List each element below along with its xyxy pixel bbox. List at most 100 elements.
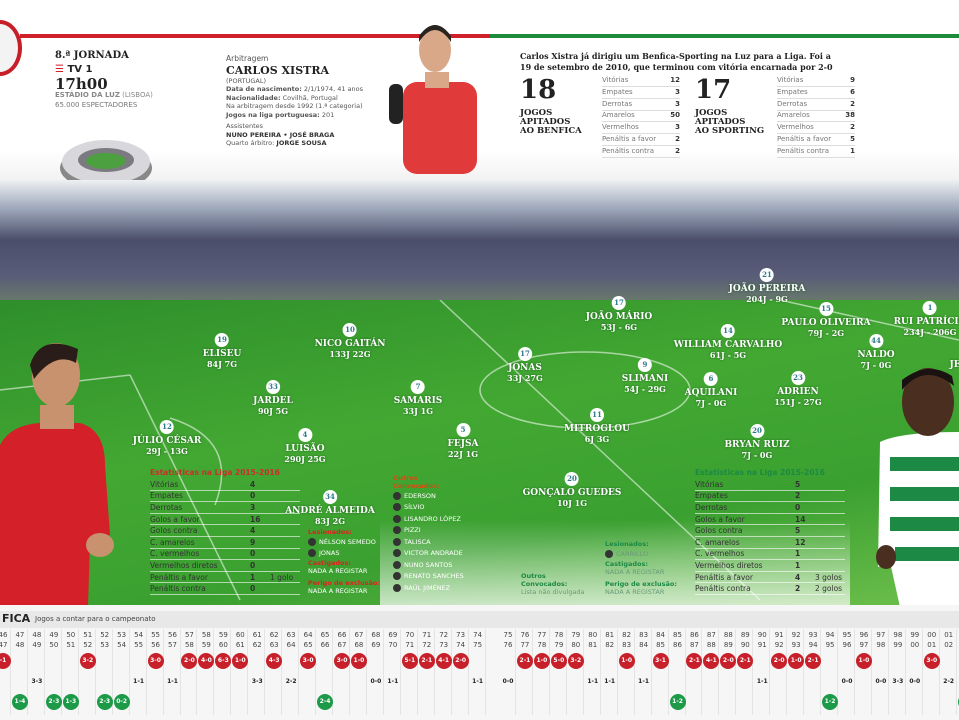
- season-end: 84: [639, 641, 649, 649]
- ref-games-label: APITADOS: [520, 117, 571, 127]
- risk-label: Perigo de exclusão:: [605, 579, 677, 588]
- season-start: 91: [774, 631, 784, 639]
- season-label: 85 86: [673, 630, 682, 650]
- season-label: 76 77: [520, 630, 529, 650]
- player-stats: 7J - 0G: [860, 360, 892, 370]
- season-column: [619, 629, 635, 715]
- player-name: SAMARIS: [393, 396, 443, 406]
- stat-value: 14: [795, 514, 806, 524]
- season-end: 96: [842, 641, 852, 649]
- stat-note: 1 golo: [270, 572, 294, 582]
- kickoff-time: 17h00: [55, 75, 108, 93]
- season-start: 69: [388, 631, 398, 639]
- ref-stat-row: Vitórias 12: [602, 76, 680, 87]
- ref-stat-row: Vermelhos 3: [602, 123, 680, 135]
- league-stat-row: C. vermelhos 1: [695, 549, 845, 561]
- season-column: [720, 629, 737, 715]
- ref-stat-label: Vermelhos: [602, 123, 639, 132]
- squad-player: SÍLVIO: [393, 502, 483, 514]
- assistants-label: Assistentes: [226, 122, 264, 130]
- player-stats: 29J - 13G: [146, 446, 188, 456]
- season-column: [368, 629, 384, 715]
- stat-value: 0: [795, 502, 801, 512]
- season-column: [534, 629, 550, 715]
- season-column: [266, 629, 283, 715]
- player-marker: 21 JOÃO PEREIRA 204J - 9G: [728, 268, 806, 304]
- player-stats: 61J - 5G: [709, 350, 747, 360]
- ref-stat-value: 12: [670, 76, 680, 84]
- season-column: [585, 629, 601, 715]
- injury-icon: [308, 537, 316, 546]
- player-marker: 17 JOÃO MÁRIO 53J - 6G: [586, 296, 652, 332]
- match-result-draw: 1-1: [604, 678, 616, 685]
- season-start: 99: [910, 631, 920, 639]
- match-result-benfica: 4-3: [266, 653, 283, 669]
- match-result-benfica: 3-2: [79, 653, 96, 669]
- season-label: 64 65: [304, 630, 313, 650]
- player-stats: 204J - 9G: [746, 294, 788, 304]
- season-label: 77 78: [537, 630, 546, 650]
- player-number: 10: [343, 323, 357, 337]
- suspended-value: NADA A REGISTAR: [605, 567, 665, 576]
- match-result-benfica: 2-0: [452, 653, 469, 669]
- match-result-benfica: 1-0: [788, 653, 805, 669]
- season-column: [805, 629, 822, 715]
- player-stats: 84J 7G: [206, 359, 238, 369]
- season-end: 60: [218, 641, 228, 649]
- player-marker: 5 FEJSA 22J 1G: [448, 423, 479, 459]
- stat-label: Vitórias: [695, 479, 724, 489]
- stat-label: C. vermelhos: [695, 549, 745, 559]
- player-name: JOÃO PEREIRA: [728, 284, 806, 294]
- match-result-draw: 3-3: [251, 678, 263, 685]
- assistants: NUNO PEREIRA • JOSÉ BRAGA: [226, 130, 335, 139]
- season-end: 49: [32, 641, 42, 649]
- match-result-benfica: 2-0: [720, 653, 737, 669]
- stat-value: 2: [795, 584, 801, 594]
- season-start: 57: [184, 631, 194, 639]
- league-stat-row: Golos contra 4: [150, 525, 300, 537]
- match-result-benfica: 4-1: [435, 653, 452, 669]
- season-start: 73: [456, 631, 466, 639]
- season-end: 73: [439, 641, 449, 649]
- season-label: 94 95: [826, 630, 835, 650]
- season-end: 90: [740, 641, 750, 649]
- ref-stat-row: Penáltis a favor 5: [777, 135, 855, 146]
- squad-name: NUNO SANTOS: [404, 560, 453, 569]
- season-start: 83: [639, 631, 649, 639]
- player-stats: 6J 3G: [584, 434, 610, 444]
- match-result-draw: 1-1: [133, 678, 145, 685]
- ref-games-label: JOGOS: [520, 108, 553, 118]
- season-label: 50 51: [66, 630, 75, 650]
- player-name: FEJSA: [447, 439, 479, 449]
- league-stat-row: Derrotas 3: [150, 502, 300, 514]
- player-marker: 12 JÚLIO CÉSAR 29J - 13G: [133, 420, 201, 456]
- season-label: 62 63: [270, 630, 279, 650]
- season-end: 97: [859, 641, 869, 649]
- match-result-benfica: 1-0: [350, 653, 367, 669]
- season-start: 61: [252, 631, 262, 639]
- player-number: 17: [517, 347, 532, 361]
- season-label: 75 76: [504, 630, 513, 650]
- season-column: [924, 629, 940, 715]
- player-name: BRYAN RUIZ: [724, 440, 790, 450]
- season-label: 46 47: [0, 630, 7, 650]
- referee-section: Arbitragem: [226, 54, 269, 63]
- season-start: 67: [354, 631, 364, 639]
- match-result-sporting: 2-4: [317, 694, 334, 710]
- squad-player: LISANDRO LÓPEZ: [393, 513, 483, 525]
- season-column: [300, 629, 317, 715]
- referee-info: Arbitragem CARLOS XISTRA (PORTUGAL) Data…: [226, 54, 386, 148]
- league-stat-row: C. amarelos 12: [695, 537, 845, 549]
- sporting-absences: Lesionados: CARRILLO Castigados: NADA A REG…: [605, 540, 695, 596]
- stat-label: Vermelhos diretos: [695, 560, 763, 570]
- season-end: 77: [520, 641, 530, 649]
- league-stat-row: Vermelhos diretos 1: [695, 560, 845, 572]
- season-start: 66: [337, 631, 347, 639]
- match-result-sporting: 1-3: [62, 694, 79, 710]
- ref-games-label: APITADOS: [695, 117, 746, 127]
- season-start: 71: [422, 631, 432, 639]
- injured-name: CARRILLO: [616, 549, 649, 558]
- player-status-icon: [393, 514, 401, 523]
- match-result-benfica: 3-2: [567, 653, 584, 669]
- season-start: 77: [537, 631, 547, 639]
